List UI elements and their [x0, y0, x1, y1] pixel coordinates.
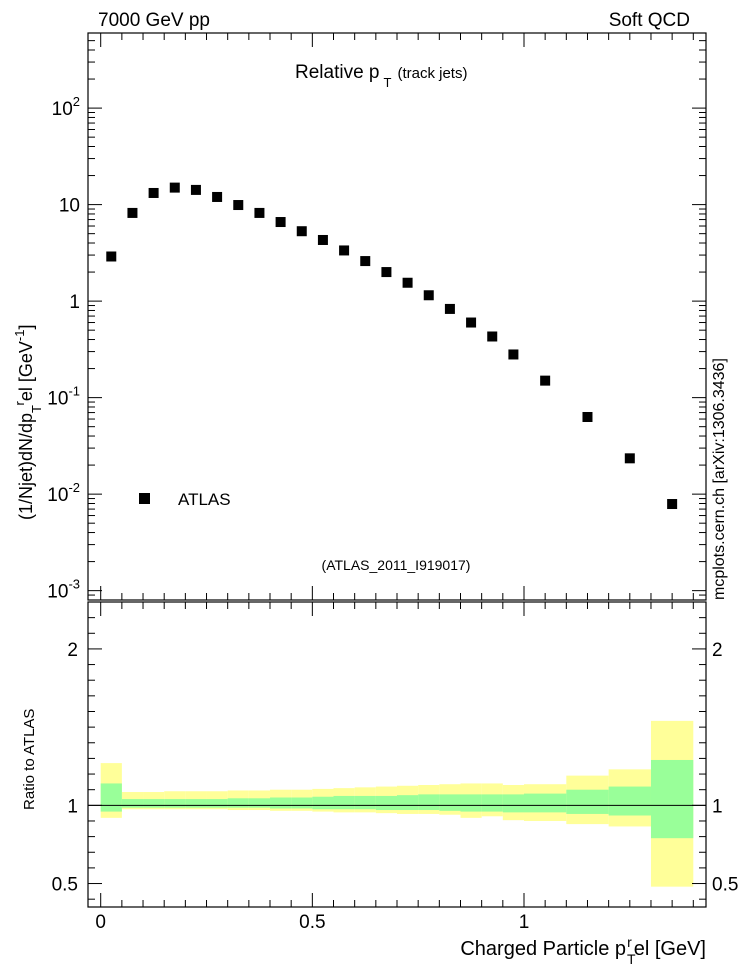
- data-point: [127, 207, 138, 218]
- data-point: [360, 256, 371, 267]
- data-point: [233, 200, 244, 211]
- ratio-y-tick-label: 1: [67, 796, 78, 817]
- main-panel: [106, 182, 678, 510]
- data-point: [582, 411, 593, 422]
- ratio-inner-band: [143, 799, 165, 808]
- data-point: [275, 217, 286, 228]
- ratio-inner-band: [354, 795, 376, 810]
- main-frame: [87, 32, 707, 601]
- ratio-y-tick-label-right: 0.5: [712, 875, 738, 896]
- x-tick-label: 1: [519, 912, 530, 933]
- ratio-inner-band: [481, 794, 503, 812]
- ratio-inner-band: [333, 795, 355, 810]
- ratio-inner-band: [523, 793, 567, 813]
- data-point: [624, 453, 635, 464]
- main-y-tick-label: 10: [59, 196, 80, 217]
- ratio-inner-band: [227, 798, 249, 808]
- ratio-inner-band: [121, 799, 144, 808]
- data-point: [444, 303, 455, 314]
- ratio-inner-band: [164, 799, 186, 808]
- main-y-tick-label: 10-2: [47, 480, 80, 506]
- ratio-inner-band: [291, 797, 313, 809]
- main-y-tick-label: 102: [52, 94, 80, 120]
- analysis-id: (ATLAS_2011_I919017): [322, 557, 471, 573]
- ratio-y-tick-label-right: 1: [712, 796, 723, 817]
- ratio-y-tick-label-right: 2: [712, 640, 723, 661]
- ratio-inner-band: [460, 794, 482, 812]
- data-point: [296, 226, 307, 237]
- ratio-inner-band: [439, 794, 461, 811]
- data-point: [317, 234, 328, 245]
- side-label: mcplots.cern.ch [arXiv:1306.3436]: [711, 358, 728, 600]
- data-point: [381, 267, 392, 278]
- data-point: [402, 277, 413, 288]
- energy-label: 7000 GeV pp: [98, 10, 210, 31]
- ratio-inner-band: [418, 794, 440, 811]
- ratio-inner-band: [375, 795, 397, 811]
- data-point: [508, 349, 519, 360]
- ratio-inner-band: [100, 783, 122, 812]
- ratio-inner-band: [502, 794, 524, 813]
- ratio-inner-band: [312, 796, 334, 810]
- main-title: Relative p T(track jets): [295, 62, 467, 90]
- data-point: [212, 191, 223, 202]
- ratio-inner-band: [248, 798, 271, 808]
- ratio-inner-band: [650, 759, 694, 839]
- main-y-tick-label: 1: [69, 292, 80, 313]
- ratio-y-label: Ratio to ATLAS: [21, 709, 38, 810]
- main-y-tick-label: 10-3: [47, 577, 80, 603]
- data-point: [487, 331, 498, 342]
- process-label: Soft QCD: [609, 10, 690, 31]
- legend-marker-atlas: [139, 493, 150, 504]
- data-point: [423, 290, 434, 301]
- data-point: [148, 187, 159, 198]
- data-point: [540, 375, 551, 386]
- ratio-inner-band: [397, 795, 419, 811]
- x-axis-label: Charged Particle pTr el [GeV]: [460, 934, 706, 967]
- ratio-inner-band: [566, 789, 609, 814]
- data-point: [466, 317, 477, 328]
- ratio-panel: [88, 720, 706, 887]
- ratio-inner-band: [608, 786, 651, 816]
- ratio-y-tick-label: 0.5: [52, 875, 78, 896]
- axes: 10-3 10-2 10-1 1 10 102 0.5 0.5 1 1 2 2 0 0.5 1: [47, 32, 738, 933]
- x-tick-label: 0.5: [299, 912, 325, 933]
- data-point: [190, 184, 201, 195]
- data-point: [254, 207, 265, 218]
- data-point: [106, 251, 117, 262]
- ratio-y-tick-label: 2: [67, 640, 78, 661]
- main-y-tick-label: 10-1: [47, 384, 80, 410]
- ratio-frame: [87, 601, 707, 908]
- ratio-inner-band: [270, 797, 292, 809]
- ratio-inner-band: [206, 799, 228, 808]
- legend-label-atlas: ATLAS: [178, 490, 231, 509]
- ratio-inner-band: [185, 799, 207, 808]
- data-point: [667, 499, 678, 510]
- data-point: [169, 182, 180, 193]
- x-tick-label: 0: [95, 912, 106, 933]
- main-y-label: (1/Njet)dN/dpTrel [GeV-1]: [12, 325, 44, 520]
- data-point: [339, 245, 350, 256]
